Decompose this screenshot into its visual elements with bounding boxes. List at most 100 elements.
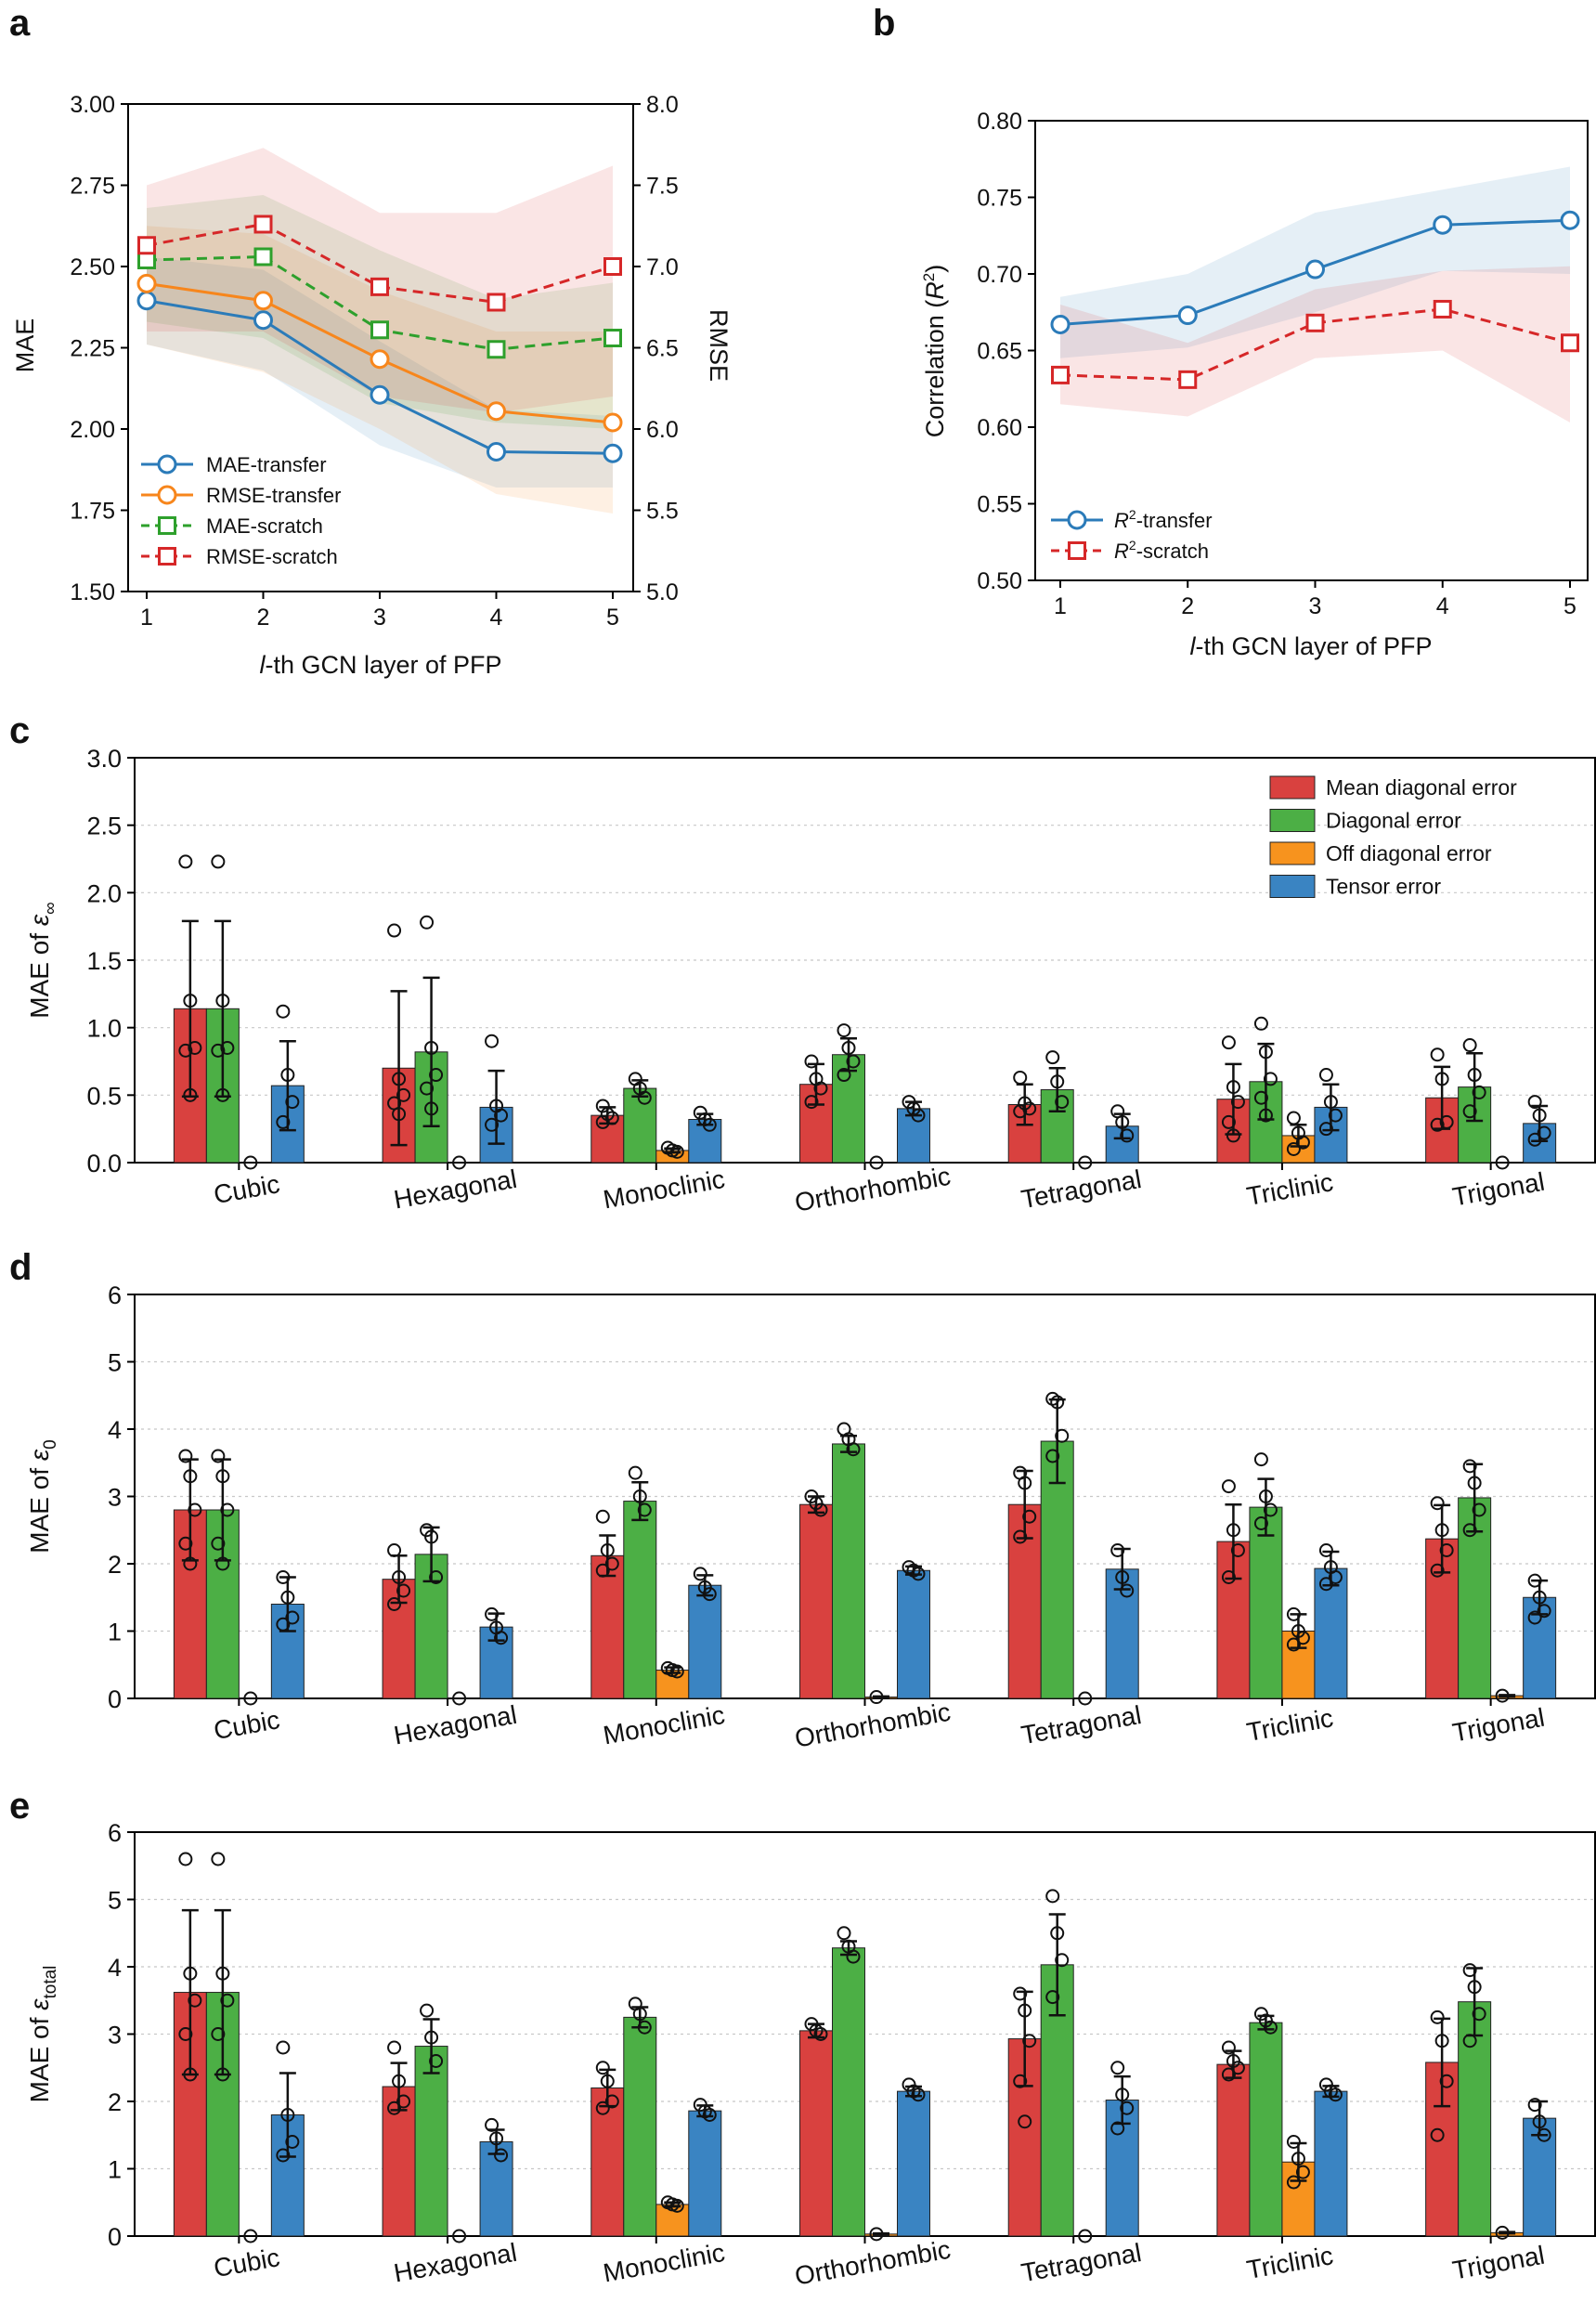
- point-RMSE-scratch: [253, 215, 273, 234]
- data-point: [1532, 1108, 1547, 1123]
- data-point: [595, 1509, 610, 1524]
- data-point: [243, 1155, 258, 1170]
- data-point: [183, 1966, 198, 1981]
- data-point: [1462, 1963, 1477, 1978]
- data-point: [396, 2094, 411, 2109]
- chart-c: 0.0 0.5 1.0 1.5 2.0 2.5 3.0 Cubic Hexagonal Monoc…: [25, 745, 1596, 1217]
- data-point: [387, 1543, 402, 1557]
- data-point: [243, 1691, 258, 1706]
- ytick-label: 4: [108, 1416, 122, 1444]
- ytick-label: 0.60: [977, 415, 1022, 441]
- point: [1050, 314, 1070, 334]
- legend-swatch: [1269, 875, 1316, 898]
- data-point: [215, 1087, 230, 1102]
- data-point: [1258, 1489, 1273, 1503]
- data-point: [429, 1570, 444, 1584]
- data-point: [1286, 2135, 1301, 2149]
- data-point: [600, 2074, 615, 2088]
- xtick-label-Orthorhombic: Orthorhombic: [793, 1697, 953, 1753]
- data-point: [1226, 1523, 1240, 1538]
- data-point: [178, 1043, 193, 1058]
- data-point: [1221, 1479, 1236, 1494]
- data-point: [837, 1068, 851, 1083]
- data-point: [220, 1040, 235, 1055]
- point: [1433, 299, 1452, 319]
- xtick-label: 4: [1436, 593, 1449, 619]
- point-RMSE-transfer: [253, 291, 273, 311]
- data-point: [1120, 2100, 1135, 2115]
- xtick-label-Hexagonal: Hexagonal: [392, 2238, 519, 2288]
- data-point: [276, 2040, 291, 2055]
- data-point: [846, 1054, 861, 1069]
- xtick-label-Tetragonal: Tetragonal: [1019, 2238, 1143, 2287]
- ytick-label: 1: [108, 2156, 122, 2184]
- xtick-label-Hexagonal: Hexagonal: [392, 1164, 519, 1215]
- data-point: [1439, 2074, 1454, 2088]
- data-point: [600, 1543, 615, 1557]
- legend-marker: [1068, 541, 1086, 560]
- point-MAE-scratch: [603, 329, 622, 347]
- data-point: [280, 1068, 295, 1083]
- legend-label: RMSE-scratch: [206, 545, 338, 568]
- legend-label: Off diagonal error: [1326, 841, 1492, 865]
- data-point: [1253, 1016, 1268, 1031]
- data-point: [1286, 1111, 1301, 1125]
- point-RMSE-scratch: [370, 277, 389, 296]
- data-point: [1467, 1980, 1482, 1995]
- data-point: [1286, 1637, 1301, 1652]
- data-point: [215, 2067, 230, 2082]
- ytick-label: 3: [108, 1484, 122, 1512]
- xtick-label: 5: [1564, 593, 1577, 619]
- data-point: [1221, 2040, 1236, 2055]
- data-point: [604, 1556, 619, 1571]
- y2tick-label: 7.5: [646, 174, 679, 200]
- data-point: [420, 1081, 435, 1096]
- data-point: [183, 1087, 198, 1102]
- data-point: [1527, 1610, 1542, 1625]
- data-point: [1323, 1095, 1338, 1110]
- point-RMSE-scratch: [137, 236, 156, 255]
- data-point: [1120, 1583, 1135, 1598]
- data-point: [804, 1095, 819, 1110]
- data-point: [387, 923, 402, 938]
- data-point: [1045, 1889, 1060, 1904]
- ytick-label: 2.5: [86, 813, 122, 840]
- data-point: [1286, 1606, 1301, 1621]
- data-point: [1532, 1590, 1547, 1605]
- data-point: [1467, 1068, 1482, 1083]
- xtick-label-Monoclinic: Monoclinic: [601, 1700, 727, 1749]
- ytick-label: 3.0: [86, 745, 122, 773]
- xtick-label: 5: [606, 605, 619, 631]
- xtick-label-Trigonal: Trigonal: [1450, 2241, 1547, 2285]
- data-point: [387, 1597, 402, 1611]
- data-point: [1230, 2061, 1245, 2075]
- legend-swatch: [1269, 841, 1316, 865]
- bar-Tensor error-Orthorhombic: [897, 2090, 930, 2237]
- data-point: [1286, 2175, 1301, 2190]
- data-point: [637, 1502, 652, 1517]
- data-point: [188, 1040, 202, 1055]
- xtick-label-Trigonal: Trigonal: [1450, 1703, 1547, 1748]
- data-point: [1221, 1570, 1236, 1584]
- data-point: [1430, 1047, 1445, 1062]
- xtick-label-Triclinic: Triclinic: [1244, 2241, 1335, 2284]
- data-point: [628, 1465, 642, 1480]
- data-point: [1263, 1072, 1278, 1086]
- y-axis-label: MAE of ε0: [25, 1439, 60, 1553]
- data-point: [1018, 1476, 1032, 1490]
- data-point: [846, 1949, 861, 1964]
- data-point: [595, 1563, 610, 1578]
- data-point: [392, 1570, 407, 1584]
- bar-Diagonal error-Orthorhombic: [832, 1443, 865, 1699]
- data-point: [911, 2087, 926, 2102]
- data-point: [1013, 2074, 1028, 2088]
- data-point: [392, 1107, 407, 1122]
- y2tick-label: 7.0: [646, 254, 679, 280]
- point-RMSE-transfer: [136, 273, 157, 293]
- data-point: [637, 2020, 652, 2035]
- data-point: [1430, 2009, 1445, 2024]
- bar-Diagonal error-Triclinic: [1249, 2022, 1283, 2237]
- bar-Tensor error-Orthorhombic: [897, 1569, 930, 1699]
- data-point: [188, 1993, 202, 2008]
- bar-Tensor error-Triclinic: [1314, 1567, 1348, 1699]
